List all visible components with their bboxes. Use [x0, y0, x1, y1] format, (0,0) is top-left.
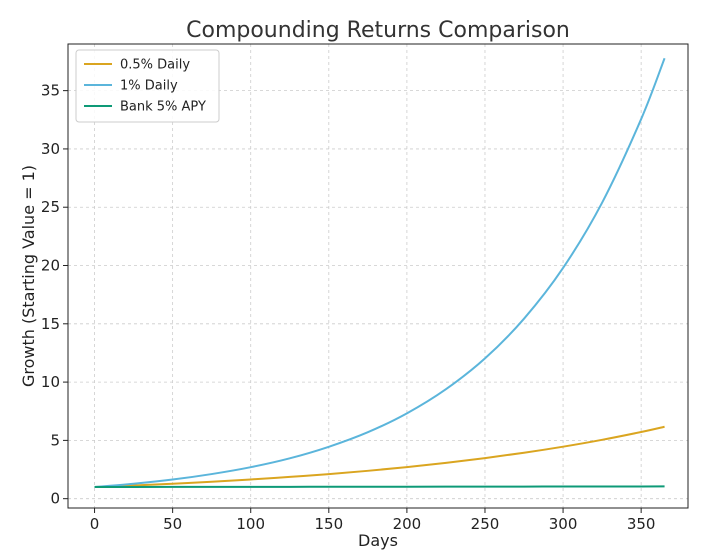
y-axis-label: Growth (Starting Value = 1): [19, 165, 38, 387]
legend-box: [75, 49, 220, 123]
series-line-1-daily: [94, 57, 666, 489]
x-tick-label: 100: [236, 515, 265, 533]
x-tick-label: 150: [314, 515, 343, 533]
x-tick-label: 300: [549, 515, 578, 533]
y-tick-label: 30: [41, 140, 60, 158]
legend: 0.5% Daily 1% Daily Bank 5% APY: [75, 49, 220, 123]
y-tick-label: 35: [41, 82, 60, 100]
legend-label-0-5-daily: 0.5% Daily: [120, 58, 190, 73]
y-tick-label: 15: [41, 315, 60, 333]
legend-label-bank-5-apy: Bank 5% APY: [120, 100, 206, 115]
x-tick-label: 50: [163, 515, 182, 533]
ticks: 0 50 100 150 200 250 300 350 0 5 10 15 20 25 30 35: [41, 82, 656, 533]
grid: [68, 44, 688, 508]
y-tick-label: 25: [41, 198, 60, 216]
x-tick-label: 250: [471, 515, 500, 533]
y-tick-label: 0: [50, 490, 60, 508]
series-line-0-5-daily: [94, 425, 665, 489]
y-tick-label: 20: [41, 257, 60, 275]
legend-label-1-daily: 1% Daily: [120, 79, 178, 94]
series-line-bank-5-apy: [94, 485, 665, 489]
series-layer: [94, 57, 666, 489]
chart-title: Compounding Returns Comparison: [186, 18, 570, 43]
x-tick-label: 0: [90, 515, 100, 533]
y-tick-label: 5: [50, 431, 60, 449]
x-tick-label: 200: [393, 515, 422, 533]
plot-frame: [67, 43, 689, 509]
y-tick-label: 10: [41, 373, 60, 391]
x-axis-label: Days: [358, 531, 398, 550]
x-tick-label: 350: [627, 515, 656, 533]
